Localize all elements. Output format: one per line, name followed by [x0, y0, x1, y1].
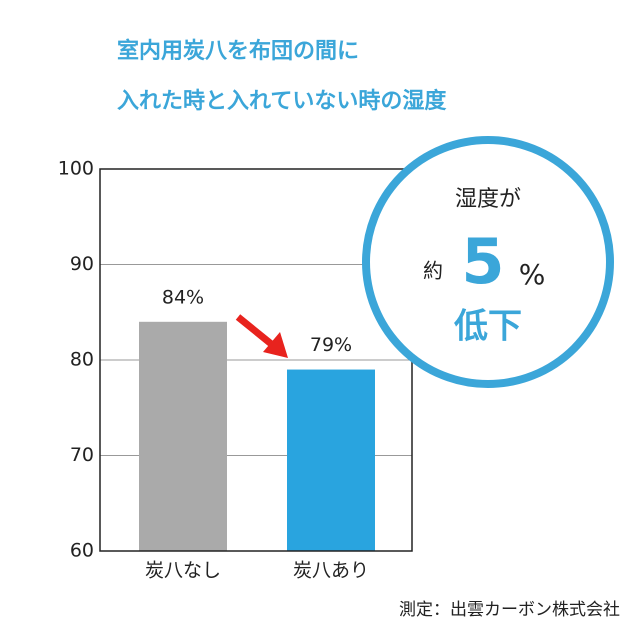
- y-tick-label: 90: [70, 253, 94, 275]
- callout-number: 5: [461, 225, 504, 298]
- chart-title: 室内用炭八を布団の間に: [117, 38, 359, 64]
- arrow: [235, 314, 288, 358]
- callout-text: 湿度が: [455, 187, 521, 212]
- bar: [287, 369, 375, 551]
- data-label: 84%: [162, 286, 204, 308]
- x-tick-label: 炭八なし: [145, 560, 221, 582]
- callout-text: 低下: [454, 307, 522, 347]
- y-tick-label: 80: [70, 349, 94, 371]
- y-tick-label: 100: [58, 158, 94, 180]
- y-tick-label: 70: [70, 444, 94, 466]
- callout-text: %: [519, 258, 546, 291]
- data-label: 79%: [310, 334, 352, 356]
- bar: [139, 321, 227, 551]
- callout-circle: [362, 136, 614, 388]
- source-note: 測定：出雲カーボン株式会社: [399, 600, 620, 620]
- x-tick-label: 炭八あり: [293, 560, 369, 582]
- callout-text: 約: [423, 259, 443, 283]
- y-tick-label: 60: [70, 540, 94, 562]
- chart-title: 入れた時と入れていない時の湿度: [117, 88, 447, 114]
